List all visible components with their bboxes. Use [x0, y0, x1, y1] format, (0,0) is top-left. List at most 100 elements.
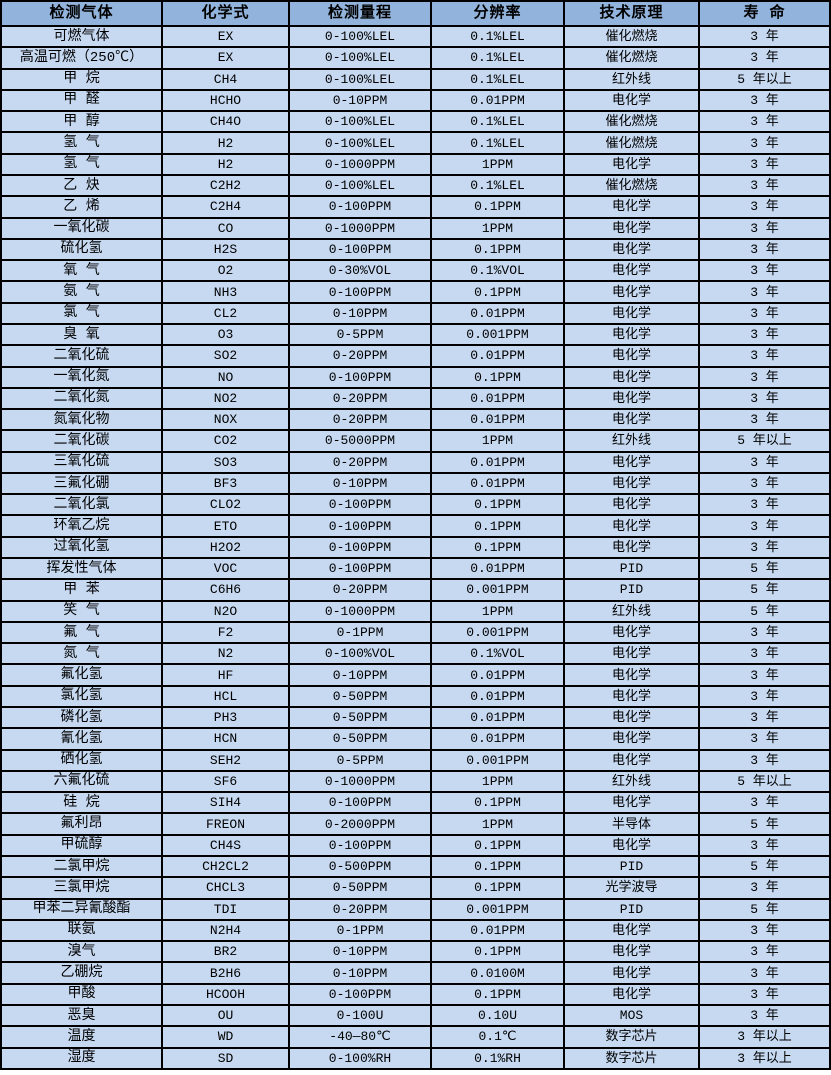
cell-chemical-formula: O3 — [161, 322, 290, 347]
cell-gas-name: 甲 苯 — [0, 578, 163, 602]
cell-resolution: 0.1%LEL — [430, 131, 565, 155]
table-row: 温度 WD -40—80℃ 0.1℃ 数字芯片 3 年以上 — [0, 1025, 831, 1049]
cell-detection-range: 0-100%LEL — [288, 110, 432, 134]
cell-technology-principle: 电化学 — [563, 493, 700, 517]
cell-lifespan: 3 年 — [698, 46, 831, 70]
cell-technology-principle: PID — [563, 854, 700, 879]
cell-detection-range: 0-10PPM — [288, 940, 432, 964]
table-row: 六氟化硫 SF6 0-1000PPM 1PPM 红外线 5 年以上 — [0, 769, 831, 794]
cell-detection-range: 0-100PPM — [288, 833, 432, 857]
table-row: 二氧化氮 NO2 0-20PPM 0.01PPM 电化学 3 年 — [0, 386, 831, 411]
cell-resolution: 0.01PPM — [430, 344, 565, 368]
column-header-gas-name: 检测气体 — [0, 0, 163, 27]
cell-gas-name: 笑 气 — [0, 599, 163, 623]
cell-technology-principle: 数字芯片 — [563, 1025, 700, 1049]
cell-lifespan: 3 年 — [698, 365, 831, 389]
cell-lifespan: 3 年 — [698, 833, 831, 857]
table-row: 甲 烷 CH4 0-100%LEL 0.1%LEL 红外线 5 年以上 — [0, 67, 831, 91]
cell-lifespan: 3 年 — [698, 301, 831, 325]
cell-technology-principle: 电化学 — [563, 705, 700, 730]
cell-resolution: 0.01PPM — [430, 684, 565, 709]
cell-gas-name: 硅 烷 — [0, 791, 163, 815]
cell-gas-name: 甲酸 — [0, 982, 163, 1006]
cell-gas-name: 氮 气 — [0, 642, 163, 666]
cell-lifespan: 3 年 — [698, 408, 831, 432]
cell-technology-principle: 催化燃烧 — [563, 46, 700, 70]
cell-gas-name: 三氯甲烷 — [0, 876, 163, 900]
cell-chemical-formula: PH3 — [161, 705, 290, 730]
cell-lifespan: 5 年以上 — [698, 769, 831, 794]
cell-resolution: 0.01PPM — [430, 727, 565, 751]
cell-detection-range: 0-100%LEL — [288, 67, 432, 91]
cell-chemical-formula: BF3 — [161, 471, 290, 496]
cell-detection-range: 0-10PPM — [288, 301, 432, 325]
column-header-chemical-formula: 化学式 — [161, 0, 290, 27]
cell-detection-range: 0-1000PPM — [288, 769, 432, 794]
table-row: 二氯甲烷 CH2CL2 0-500PPM 0.1PPM PID 5 年 — [0, 854, 831, 879]
cell-lifespan: 3 年 — [698, 110, 831, 134]
cell-chemical-formula: CO2 — [161, 429, 290, 453]
table-row: 三氯甲烷 CHCL3 0-50PPM 0.1PPM 光学波导 3 年 — [0, 876, 831, 900]
cell-technology-principle: PID — [563, 557, 700, 581]
cell-detection-range: 0-100PPM — [288, 237, 432, 262]
cell-resolution: 0.1PPM — [430, 280, 565, 304]
cell-chemical-formula: NO2 — [161, 386, 290, 411]
cell-detection-range: 0-5000PPM — [288, 429, 432, 453]
cell-chemical-formula: CL2 — [161, 301, 290, 325]
cell-technology-principle: PID — [563, 578, 700, 602]
cell-resolution: 0.0100M — [430, 961, 565, 985]
cell-gas-name: 三氧化硫 — [0, 450, 163, 474]
cell-resolution: 0.01PPM — [430, 450, 565, 474]
table-header: 检测气体 化学式 检测量程 分辨率 技术原理寿 命 — [0, 0, 831, 27]
cell-resolution: 0.1%VOL — [430, 642, 565, 666]
cell-technology-principle: 电化学 — [563, 280, 700, 304]
cell-chemical-formula: NO — [161, 365, 290, 389]
cell-chemical-formula: CH4O — [161, 110, 290, 134]
cell-chemical-formula: B2H6 — [161, 961, 290, 985]
cell-gas-name: 氢 气 — [0, 131, 163, 155]
cell-resolution: 0.01PPM — [430, 471, 565, 496]
cell-technology-principle: 催化燃烧 — [563, 110, 700, 134]
cell-chemical-formula: SIH4 — [161, 791, 290, 815]
cell-gas-name: 恶臭 — [0, 1003, 163, 1028]
cell-resolution: 0.001PPM — [430, 322, 565, 347]
cell-lifespan: 3 年 — [698, 131, 831, 155]
table-row: 氟化氢 HF 0-10PPM 0.01PPM 电化学 3 年 — [0, 663, 831, 687]
cell-resolution: 0.1PPM — [430, 791, 565, 815]
cell-gas-name: 氟化氢 — [0, 663, 163, 687]
cell-resolution: 0.01PPM — [430, 301, 565, 325]
table-row: 挥发性气体 VOC 0-100PPM 0.01PPM PID 5 年 — [0, 557, 831, 581]
cell-chemical-formula: BR2 — [161, 940, 290, 964]
cell-lifespan: 3 年 — [698, 748, 831, 772]
cell-detection-range: 0-100PPM — [288, 365, 432, 389]
column-header-technology-principle: 技术原理 — [563, 0, 700, 27]
cell-detection-range: 0-50PPM — [288, 727, 432, 751]
cell-resolution: 0.1%LEL — [430, 46, 565, 70]
cell-lifespan: 3 年 — [698, 322, 831, 347]
cell-gas-name: 氯化氢 — [0, 684, 163, 709]
table-row: 氰化氢 HCN 0-50PPM 0.01PPM 电化学 3 年 — [0, 727, 831, 751]
cell-gas-name: 湿度 — [0, 1046, 163, 1070]
table-row: 氨 气 NH3 0-100PPM 0.1PPM 电化学 3 年 — [0, 280, 831, 304]
table-row: 氮 气 N2 0-100%VOL 0.1%VOL 电化学 3 年 — [0, 642, 831, 666]
cell-detection-range: 0-100PPM — [288, 791, 432, 815]
cell-lifespan: 3 年 — [698, 791, 831, 815]
cell-resolution: 1PPM — [430, 812, 565, 836]
cell-technology-principle: 红外线 — [563, 67, 700, 91]
cell-detection-range: 0-20PPM — [288, 450, 432, 474]
cell-detection-range: 0-1000PPM — [288, 599, 432, 623]
cell-gas-name: 氨 气 — [0, 280, 163, 304]
cell-chemical-formula: CH2CL2 — [161, 854, 290, 879]
cell-gas-name: 环氧乙烷 — [0, 514, 163, 538]
cell-gas-name: 六氟化硫 — [0, 769, 163, 794]
cell-resolution: 0.1PPM — [430, 195, 565, 219]
cell-technology-principle: 红外线 — [563, 429, 700, 453]
cell-lifespan: 3 年 — [698, 88, 831, 113]
cell-resolution: 0.1℃ — [430, 1025, 565, 1049]
cell-technology-principle: 电化学 — [563, 918, 700, 943]
cell-resolution: 0.1%VOL — [430, 259, 565, 283]
cell-lifespan: 3 年 — [698, 663, 831, 687]
cell-lifespan: 3 年 — [698, 535, 831, 560]
cell-lifespan: 3 年 — [698, 514, 831, 538]
cell-detection-range: 0-100PPM — [288, 514, 432, 538]
